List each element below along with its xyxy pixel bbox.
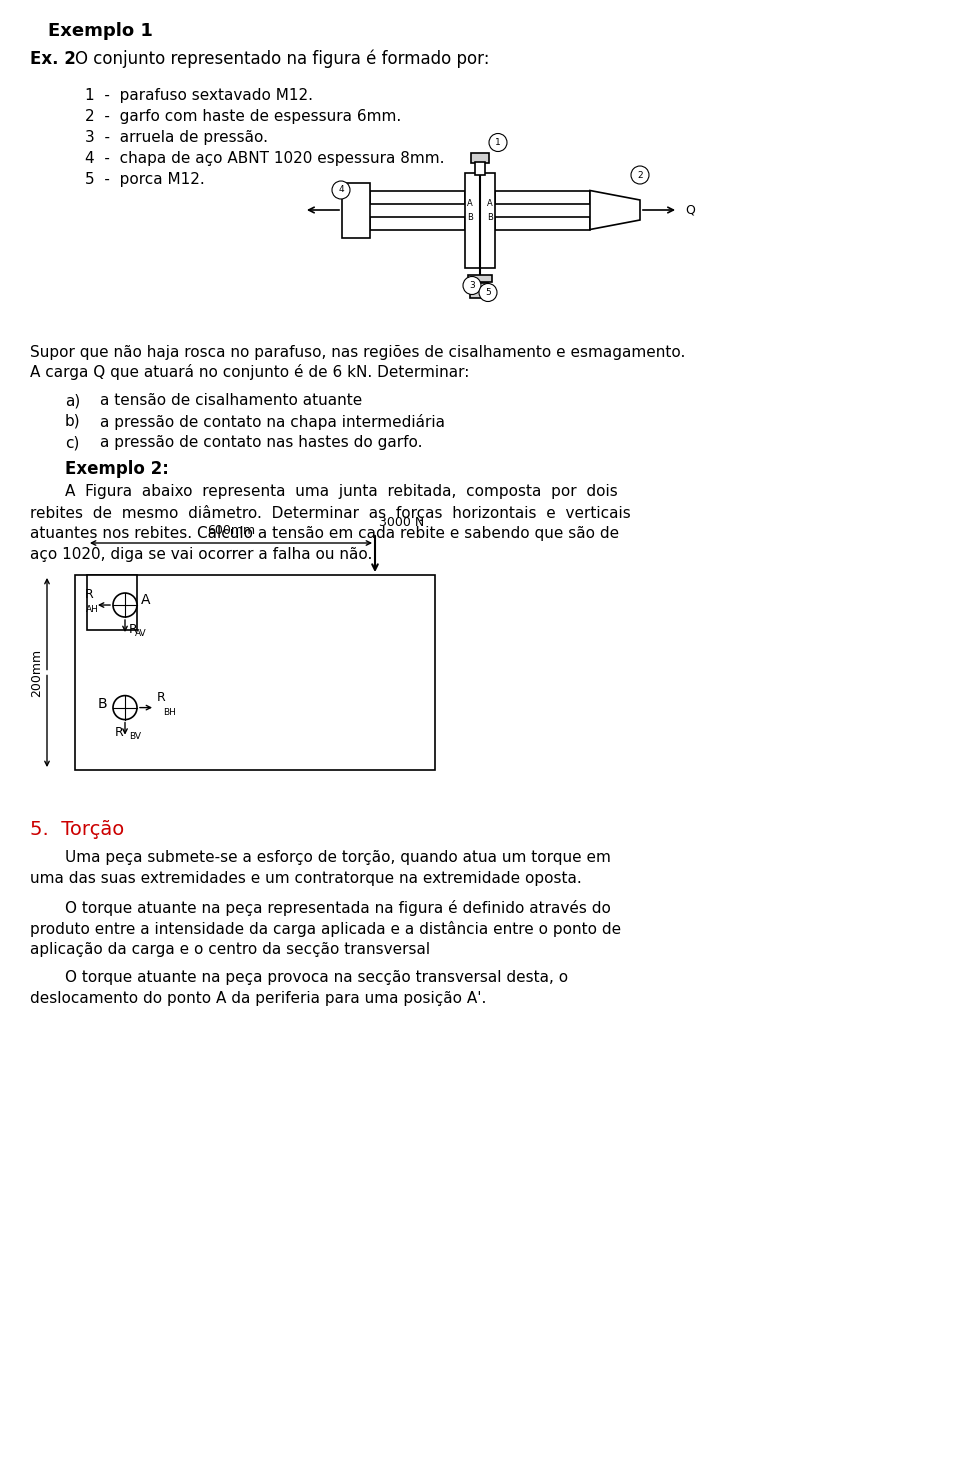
Bar — [468, 275, 492, 282]
Text: rebites  de  mesmo  diâmetro.  Determinar  as  forças  horizontais  e  verticais: rebites de mesmo diâmetro. Determinar as… — [30, 504, 631, 520]
Text: Q: Q — [685, 203, 695, 216]
Bar — [342, 183, 370, 237]
Text: b): b) — [65, 414, 81, 428]
Text: c): c) — [65, 436, 80, 450]
Text: O torque atuante na peça representada na figura é definido através do: O torque atuante na peça representada na… — [65, 901, 611, 917]
Text: Supor que não haja rosca no parafuso, nas regiões de cisalhamento e esmagamento.: Supor que não haja rosca no parafuso, na… — [30, 345, 685, 360]
Bar — [465, 173, 495, 268]
Text: 3000 N: 3000 N — [379, 516, 424, 529]
Text: produto entre a intensidade da carga aplicada e a distância entre o ponto de: produto entre a intensidade da carga apl… — [30, 921, 621, 937]
Text: A: A — [468, 199, 473, 208]
Bar — [495, 216, 590, 230]
Bar — [87, 575, 137, 630]
Text: 5  -  porca M12.: 5 - porca M12. — [85, 173, 204, 187]
Text: R: R — [84, 588, 93, 601]
Text: 2: 2 — [637, 171, 643, 180]
Bar — [370, 216, 465, 230]
Text: 5: 5 — [485, 288, 491, 297]
Text: 200mm: 200mm — [31, 649, 43, 696]
Polygon shape — [590, 190, 640, 230]
Text: 1  -  parafuso sextavado M12.: 1 - parafuso sextavado M12. — [85, 88, 313, 102]
Circle shape — [332, 181, 350, 199]
Text: AH: AH — [86, 605, 99, 614]
Text: a pressão de contato nas hastes do garfo.: a pressão de contato nas hastes do garfo… — [100, 436, 422, 450]
Text: R: R — [114, 725, 123, 738]
Text: Ex. 2: Ex. 2 — [30, 50, 76, 69]
Text: O torque atuante na peça provoca na secção transversal desta, o: O torque atuante na peça provoca na secç… — [65, 969, 568, 985]
Text: 2  -  garfo com haste de espessura 6mm.: 2 - garfo com haste de espessura 6mm. — [85, 110, 401, 124]
Bar — [470, 289, 490, 297]
Text: O conjunto representado na figura é formado por:: O conjunto representado na figura é form… — [75, 50, 490, 69]
Text: a pressão de contato na chapa intermediária: a pressão de contato na chapa intermediá… — [100, 414, 445, 430]
Text: A: A — [141, 594, 151, 607]
Text: uma das suas extremidades e um contratorque na extremidade oposta.: uma das suas extremidades e um contrator… — [30, 871, 582, 886]
Text: atuantes nos rebites. Calculo a tensão em cada rebite e sabendo que são de: atuantes nos rebites. Calculo a tensão e… — [30, 526, 619, 541]
Text: B: B — [97, 696, 107, 711]
Bar — [475, 161, 485, 174]
Text: A  Figura  abaixo  representa  uma  junta  rebitada,  composta  por  dois: A Figura abaixo representa uma junta reb… — [65, 484, 617, 499]
Bar — [370, 190, 465, 203]
Text: A carga Q que atuará no conjunto é de 6 kN. Determinar:: A carga Q que atuará no conjunto é de 6 … — [30, 364, 469, 380]
Circle shape — [113, 696, 137, 719]
Text: Uma peça submete-se a esforço de torção, quando atua um torque em: Uma peça submete-se a esforço de torção,… — [65, 849, 611, 866]
Text: 3: 3 — [469, 281, 475, 289]
Text: 600mm: 600mm — [207, 523, 255, 537]
Text: deslocamento do ponto A da periferia para uma posição A'.: deslocamento do ponto A da periferia par… — [30, 991, 487, 1006]
Text: A: A — [487, 199, 492, 208]
Text: 1: 1 — [495, 137, 501, 148]
Text: R: R — [157, 690, 166, 703]
Bar — [75, 575, 435, 770]
Text: Exemplo 1: Exemplo 1 — [48, 22, 153, 39]
Text: a): a) — [65, 393, 81, 408]
Text: B: B — [468, 212, 473, 222]
Text: 5.  Torção: 5. Torção — [30, 820, 124, 839]
Text: aplicação da carga e o centro da secção transversal: aplicação da carga e o centro da secção … — [30, 942, 430, 958]
Text: 3  -  arruela de pressão.: 3 - arruela de pressão. — [85, 130, 268, 145]
Circle shape — [113, 594, 137, 617]
Text: Exemplo 2:: Exemplo 2: — [65, 461, 169, 478]
Text: B: B — [487, 212, 492, 222]
Text: aço 1020, diga se vai ocorrer a falha ou não.: aço 1020, diga se vai ocorrer a falha ou… — [30, 547, 372, 561]
Text: a tensão de cisalhamento atuante: a tensão de cisalhamento atuante — [100, 393, 362, 408]
Text: AV: AV — [135, 629, 147, 637]
Text: 4: 4 — [338, 186, 344, 194]
Circle shape — [463, 276, 481, 294]
Text: 4  -  chapa de aço ABNT 1020 espessura 8mm.: 4 - chapa de aço ABNT 1020 espessura 8mm… — [85, 151, 444, 167]
Bar — [472, 282, 488, 289]
Bar — [495, 190, 590, 203]
Circle shape — [489, 133, 507, 152]
Text: BV: BV — [129, 731, 141, 741]
Text: BH: BH — [163, 708, 176, 716]
Text: R: R — [129, 623, 137, 636]
Circle shape — [631, 167, 649, 184]
Circle shape — [479, 284, 497, 301]
Bar — [471, 152, 489, 162]
